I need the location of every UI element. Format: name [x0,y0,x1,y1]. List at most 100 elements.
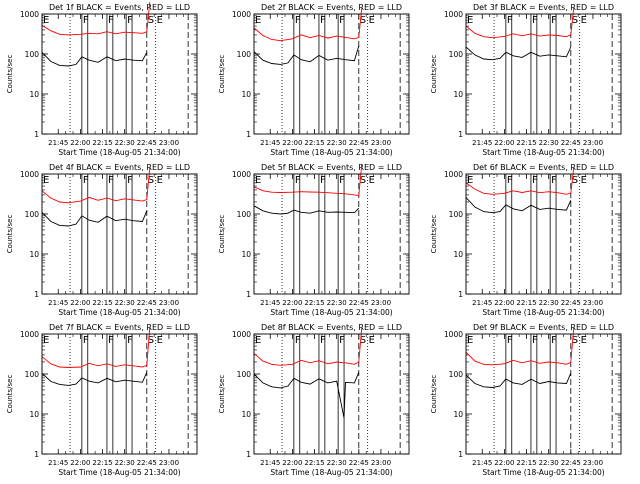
x-tick-label: 22:00 [494,299,514,307]
interval-marker-label: F [295,335,301,346]
panel-det-2: Det 2f BLACK = Events, RED = LLD Counts/s… [218,3,410,157]
y-tick-label: 1000 [444,170,463,179]
plot-frame [41,173,198,295]
interval-marker-label: S [360,335,366,346]
interval-marker-label: E [581,175,587,186]
series-line [253,205,360,215]
x-axis-label: Start Time (18-Aug-05 21:34:00) [270,308,392,317]
x-axis-label: Start Time (18-Aug-05 21:34:00) [270,468,392,477]
y-tick-label: 1000 [20,170,39,179]
x-tick-label: 22:15 [92,139,112,147]
x-tick-label: 21:45 [472,299,492,307]
x-tick-label: 22:30 [115,139,135,147]
series-line [253,326,363,366]
panel-det-5: Det 5f BLACK = Events, RED = LLD Counts/s… [218,163,410,317]
y-tick-label: 10 [29,410,39,419]
x-tick-label: 22:45 [349,139,369,147]
x-tick-label: 21:45 [472,459,492,467]
interval-marker-label: S [360,15,366,26]
x-tick-label: 21:45 [48,459,68,467]
y-tick-label: 10 [453,410,463,419]
x-tick-label: 23:00 [583,459,603,467]
plot-frame [253,333,410,455]
plot-frame [465,13,622,135]
panel-title: Det 7f BLACK = Events, RED = LLD [49,323,190,332]
interval-marker-label: E [157,335,163,346]
series-line [41,1,151,36]
x-tick-label: 22:00 [70,299,90,307]
interval-marker-label: E [467,335,473,346]
interval-marker-label: F [320,335,326,346]
interval-marker-label: F [108,15,114,26]
series-line [41,326,151,368]
panel-title: Det 2f BLACK = Events, RED = LLD [261,3,402,12]
interval-marker-label: F [339,175,345,186]
interval-marker-label: E [581,335,587,346]
x-tick-label: 22:30 [539,139,559,147]
x-tick-label: 22:45 [137,459,157,467]
interval-marker-label: E [369,335,375,346]
x-tick-label: 23:00 [159,299,179,307]
panel-title: Det 5f BLACK = Events, RED = LLD [261,163,402,172]
y-tick-label: 100 [237,50,252,59]
x-tick-label: 22:15 [92,299,112,307]
series-line [465,46,572,61]
series-line [253,372,360,418]
y-tick-label: 1000 [232,10,251,19]
x-tick-label: 21:45 [260,139,280,147]
panel-title: Det 9f BLACK = Events, RED = LLD [473,323,614,332]
plot-frame [253,13,410,135]
interval-marker-label: E [255,335,261,346]
interval-marker-label: F [127,335,133,346]
interval-marker-label: E [157,175,163,186]
x-tick-label: 22:45 [561,139,581,147]
interval-marker-label: F [507,15,513,26]
y-tick-label: 100 [449,50,464,59]
plot-frame [41,13,198,135]
x-axis-label: Start Time (18-Aug-05 21:34:00) [482,468,604,477]
x-tick-label: 21:45 [260,299,280,307]
y-tick-label: 10 [241,410,251,419]
plot-frame [465,333,622,455]
interval-marker-label: F [108,335,114,346]
interval-marker-label: F [551,15,557,26]
x-axis-label: Start Time (18-Aug-05 21:34:00) [58,308,180,317]
plot-frame [253,173,410,295]
x-tick-label: 23:00 [371,139,391,147]
x-tick-label: 21:45 [48,299,68,307]
y-tick-label: 10 [241,90,251,99]
panel-title: Det 3f BLACK = Events, RED = LLD [473,3,614,12]
y-tick-label: 1000 [20,330,39,339]
x-tick-label: 22:00 [282,459,302,467]
interval-marker-label: S [572,15,578,26]
series-line [41,210,148,227]
interval-marker-label: S [572,175,578,186]
x-tick-label: 22:00 [494,139,514,147]
series-line [253,163,363,197]
interval-marker-label: F [295,175,301,186]
interval-marker-label: F [127,175,133,186]
panel-det-8: Det 8f BLACK = Events, RED = LLD Counts/s… [218,323,410,477]
x-tick-label: 22:00 [282,139,302,147]
series-line [465,326,575,366]
y-axis-label: Counts/sec [430,215,438,254]
x-axis-label: Start Time (18-Aug-05 21:34:00) [58,468,180,477]
interval-marker-label: E [157,15,163,26]
x-tick-label: 22:00 [70,139,90,147]
x-tick-label: 22:30 [115,299,135,307]
series-line [465,373,572,388]
interval-marker-label: F [507,175,513,186]
interval-marker-label: F [339,15,345,26]
y-tick-label: 1 [34,290,39,299]
interval-marker-label: E [369,15,375,26]
x-tick-label: 22:30 [539,299,559,307]
x-tick-label: 22:15 [516,299,536,307]
series-line [41,166,151,204]
panel-det-3: Det 3f BLACK = Events, RED = LLD Counts/s… [430,3,622,157]
x-tick-label: 23:00 [583,139,603,147]
series-line [465,6,575,39]
x-tick-label: 22:30 [539,459,559,467]
panel-title: Det 1f BLACK = Events, RED = LLD [49,3,190,12]
interval-marker-label: F [532,175,538,186]
